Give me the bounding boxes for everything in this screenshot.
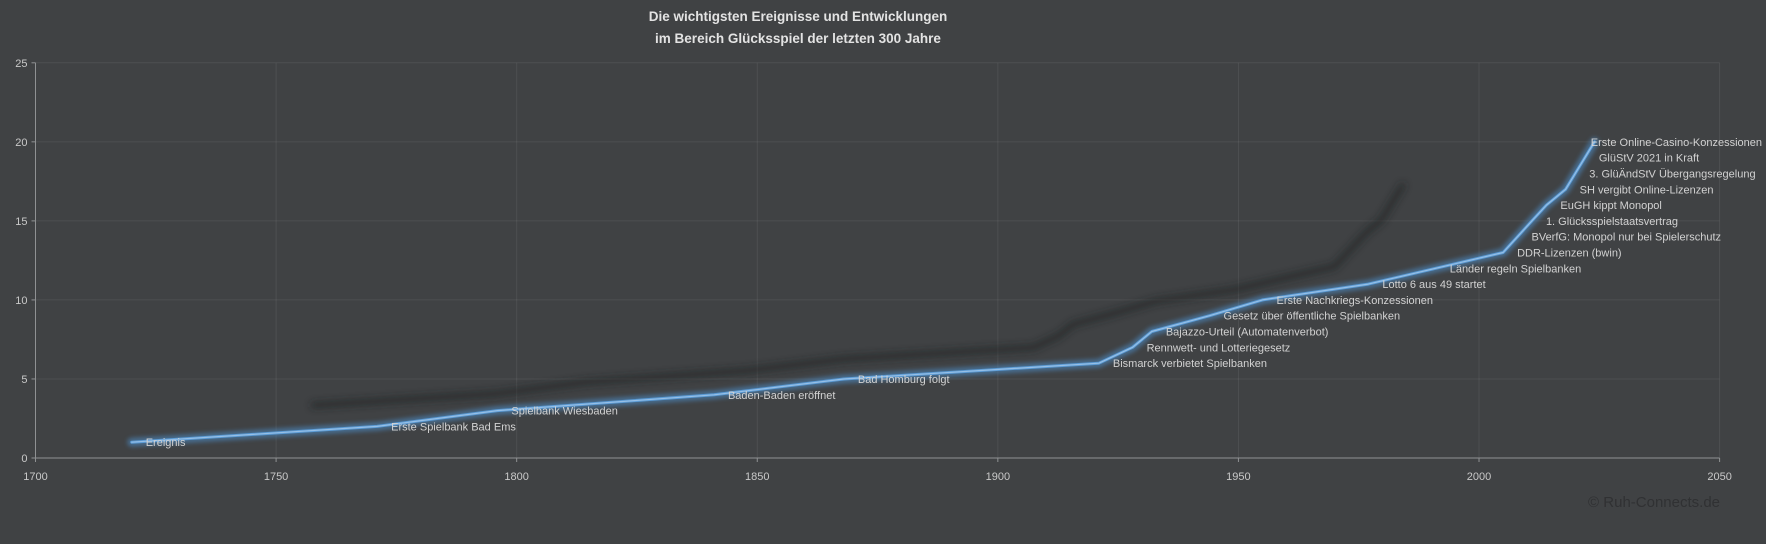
y-axis-tick-label: 25 [15, 58, 27, 70]
event-line-series [127, 137, 1599, 447]
y-axis-tick-label: 0 [21, 453, 27, 465]
axes [31, 62, 1721, 462]
event-label: Ereignis [146, 437, 186, 449]
event-label: GlüStV 2021 in Kraft [1599, 153, 1699, 165]
y-axis-tick-label: 15 [15, 216, 27, 228]
event-label: Erste Spielbank Bad Ems [391, 421, 516, 433]
event-label: Bad Homburg folgt [858, 374, 950, 386]
y-axis-tick-label: 5 [21, 374, 27, 386]
event-labels: Ereignis Erste Spielbank Bad Ems Spielbank… [146, 137, 1762, 449]
y-axis-tick-label: 10 [15, 295, 27, 307]
event-label: Bajazzo-Urteil (Automatenverbot) [1166, 327, 1329, 339]
chart-title-line1: Die wichtigsten Ereignisse und Entwicklu… [648, 9, 948, 24]
event-label: 1. Glücksspielstaatsvertrag [1546, 216, 1678, 228]
event-label: EuGH kippt Monopol [1560, 200, 1662, 212]
event-label: Erste Nachkriegs-Konzessionen [1276, 295, 1433, 307]
x-axis-tick-label: 1750 [264, 471, 288, 483]
event-label: Spielbank Wiesbaden [511, 406, 617, 418]
tick-labels: 1700 1750 1800 1850 1900 1950 2000 2050 0 5 10 15 20… [15, 58, 1732, 483]
event-label: 3. GlüÄndStV Übergangsregelung [1589, 168, 1755, 180]
chart-title: Die wichtigsten Ereignisse und Entwicklu… [0, 6, 1596, 50]
x-axis-tick-label: 1800 [504, 471, 528, 483]
line-shadow [310, 182, 1406, 409]
x-axis-tick-label: 2000 [1467, 471, 1491, 483]
x-axis-tick-label: 2050 [1707, 471, 1731, 483]
event-label: DDR-Lizenzen (bwin) [1517, 247, 1622, 259]
y-axis-tick-label: 20 [15, 137, 27, 149]
chart-title-line2: im Bereich Glücksspiel der letzten 300 J… [655, 31, 941, 46]
x-axis-tick-label: 1900 [986, 471, 1010, 483]
event-label: Erste Online-Casino-Konzessionen [1591, 137, 1762, 149]
event-label: Länder regeln Spielbanken [1450, 263, 1582, 275]
event-label: Baden-Baden eröffnet [728, 390, 835, 402]
event-label: Lotto 6 aus 49 startet [1382, 279, 1485, 291]
event-label: Bismarck verbietet Spielbanken [1113, 358, 1267, 370]
x-axis-tick-label: 1850 [745, 471, 769, 483]
x-axis-tick-label: 1950 [1226, 471, 1250, 483]
event-label: SH vergibt Online-Lizenzen [1580, 184, 1714, 196]
event-label: BVerfG: Monopol nur bei Spielerschutz [1532, 232, 1722, 244]
event-label: Gesetz über öffentliche Spielbanken [1224, 311, 1401, 323]
event-label: Rennwett- und Lotteriegesetz [1147, 342, 1291, 354]
copyright-text: © Ruh-Connects.de [1588, 494, 1720, 511]
x-axis-tick-label: 1700 [23, 471, 47, 483]
